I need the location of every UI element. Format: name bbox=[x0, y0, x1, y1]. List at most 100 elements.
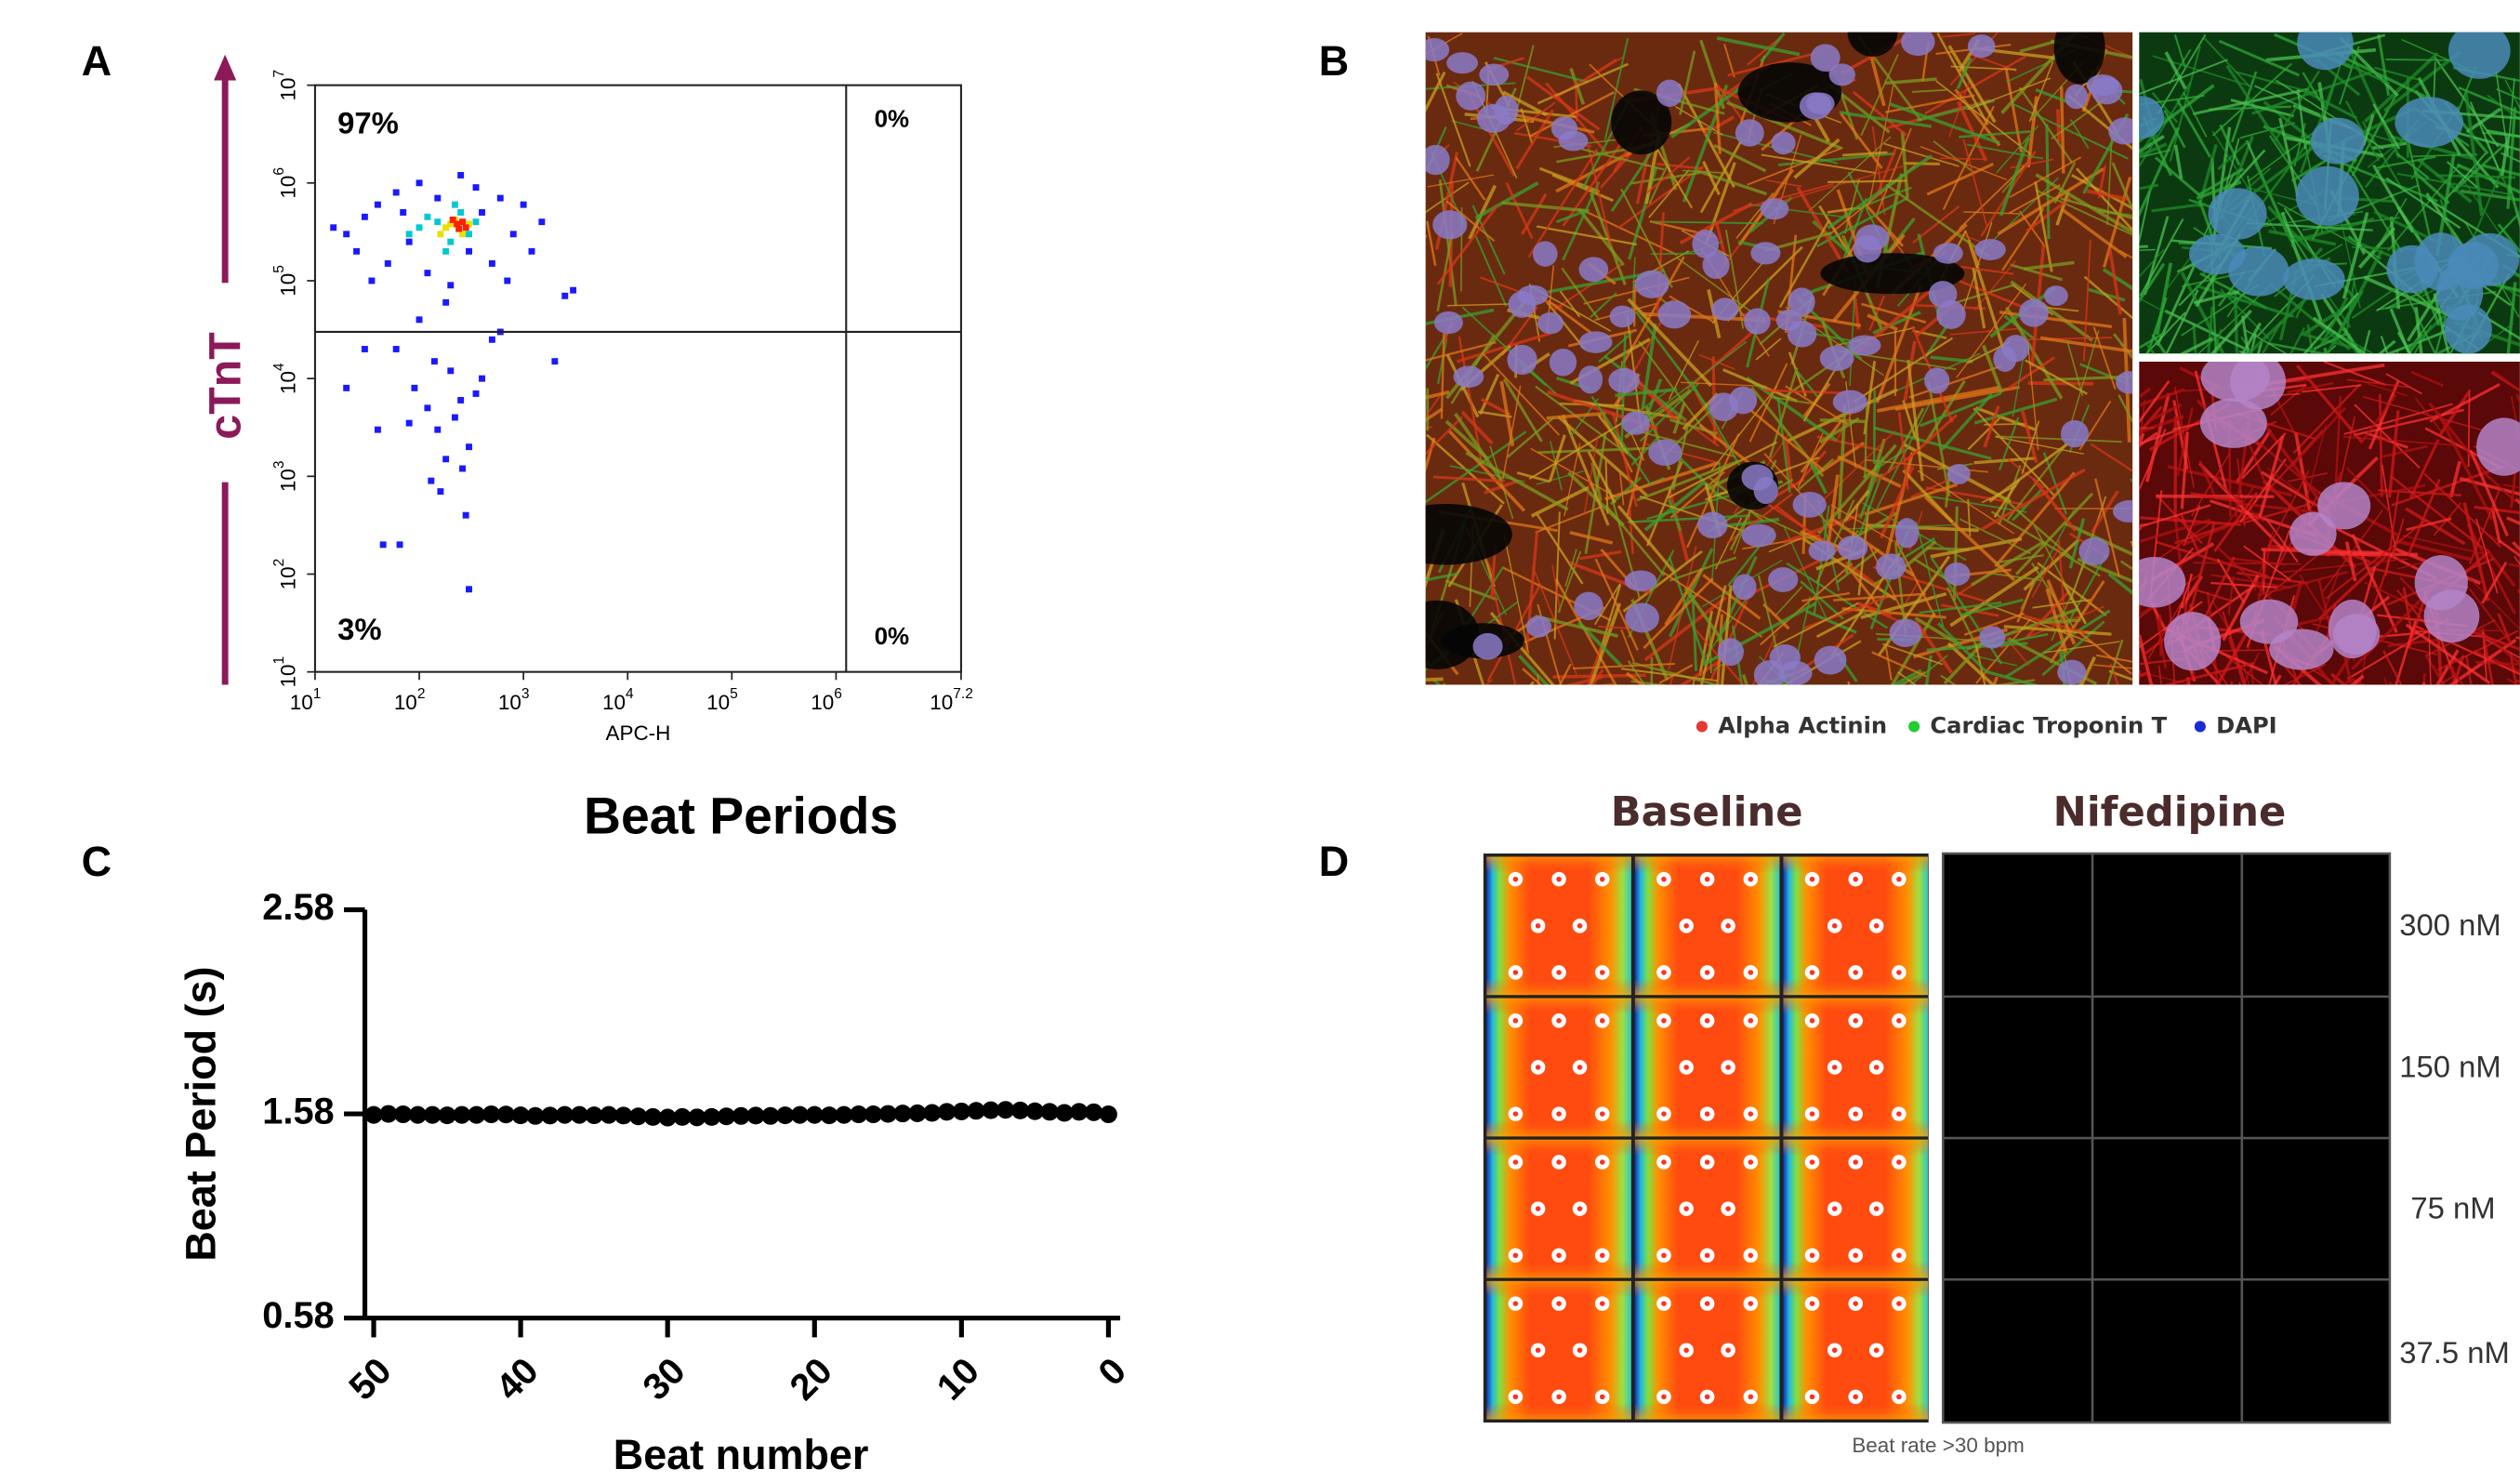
fiber bbox=[1589, 602, 1622, 685]
fiber bbox=[2139, 380, 2170, 425]
fiber bbox=[1710, 386, 1778, 472]
fiber bbox=[2139, 142, 2168, 158]
fiber bbox=[2405, 134, 2431, 237]
data-point bbox=[466, 220, 472, 228]
fiber bbox=[1597, 584, 1622, 656]
fiber bbox=[2322, 509, 2383, 592]
heatmap-cell bbox=[1486, 856, 1631, 996]
fiber bbox=[1768, 537, 1801, 553]
fiber bbox=[2173, 386, 2195, 488]
fiber bbox=[1559, 403, 1625, 407]
heatmap-cell bbox=[1486, 1280, 1631, 1420]
fiber bbox=[1941, 603, 1999, 617]
data-point bbox=[451, 414, 458, 421]
fiber bbox=[2139, 426, 2155, 430]
fiber bbox=[2213, 492, 2259, 552]
fiber bbox=[1748, 363, 1788, 443]
nucleus bbox=[2386, 245, 2438, 294]
fiber bbox=[1775, 586, 1803, 616]
fiber bbox=[1967, 498, 1972, 536]
fiber bbox=[1973, 397, 2058, 425]
fiber bbox=[2197, 462, 2285, 551]
x-tick-label: 40 bbox=[488, 1350, 546, 1408]
nucleus bbox=[1979, 626, 2006, 649]
fiber bbox=[1636, 459, 1740, 502]
fiber bbox=[2182, 511, 2259, 547]
fiber bbox=[2060, 197, 2133, 220]
fiber bbox=[2423, 472, 2501, 549]
fiber bbox=[1425, 322, 1455, 371]
fiber bbox=[2482, 131, 2520, 138]
fiber bbox=[2434, 305, 2450, 354]
fiber bbox=[2385, 373, 2422, 395]
legend-label: DAPI bbox=[2216, 712, 2277, 738]
fiber bbox=[1668, 556, 1707, 664]
fiber bbox=[1722, 368, 1798, 403]
tick-exponent: 7 bbox=[271, 70, 287, 78]
fiber bbox=[2140, 298, 2173, 317]
x-tick-label: 102 bbox=[394, 686, 426, 714]
data-point bbox=[504, 277, 511, 284]
fiber bbox=[1846, 565, 1880, 608]
data-point bbox=[496, 1105, 515, 1124]
data-point bbox=[442, 247, 450, 255]
data-point bbox=[511, 1106, 530, 1125]
data-point bbox=[374, 426, 381, 433]
fiber bbox=[1425, 341, 1497, 362]
fiber bbox=[1686, 433, 1740, 549]
fiber bbox=[1461, 306, 1557, 394]
fiber bbox=[2060, 579, 2087, 625]
data-point bbox=[368, 277, 376, 284]
nucleus bbox=[1814, 645, 1847, 675]
fiber bbox=[1847, 171, 1896, 267]
fiber bbox=[1458, 336, 1483, 461]
fiber bbox=[2211, 62, 2292, 137]
nucleus bbox=[1507, 344, 1537, 376]
fiber bbox=[2139, 388, 2185, 407]
fiber bbox=[2090, 443, 2133, 472]
fiber bbox=[2458, 86, 2520, 114]
fiber bbox=[1650, 252, 1703, 256]
nucleus bbox=[1577, 365, 1603, 394]
data-point bbox=[447, 367, 455, 375]
fiber bbox=[1924, 655, 1933, 685]
fiber bbox=[1947, 45, 1997, 124]
fiber bbox=[2140, 516, 2241, 526]
legend-label: Alpha Actinin bbox=[1718, 712, 1887, 738]
fiber bbox=[1667, 498, 1682, 532]
fiber bbox=[1881, 642, 1944, 666]
data-point bbox=[614, 1106, 633, 1125]
fiber bbox=[2042, 452, 2068, 515]
nucleus bbox=[1425, 38, 1450, 62]
fiber bbox=[1562, 414, 1610, 526]
data-point bbox=[585, 1106, 603, 1125]
fiber bbox=[2475, 518, 2499, 594]
fiber bbox=[1983, 405, 2000, 448]
fiber bbox=[2147, 403, 2183, 423]
data-point bbox=[459, 231, 467, 238]
tick-exponent: 3 bbox=[271, 460, 287, 469]
fiber bbox=[2497, 613, 2513, 644]
fiber bbox=[2413, 170, 2450, 205]
fiber bbox=[2490, 509, 2501, 544]
y-tick-label: 2.58 bbox=[262, 887, 334, 928]
nucleus bbox=[1433, 311, 1463, 335]
fiber bbox=[2392, 518, 2405, 558]
fiber bbox=[2223, 484, 2256, 531]
fiber bbox=[1996, 554, 2045, 564]
fiber bbox=[2288, 381, 2334, 394]
nucleus bbox=[1692, 229, 1720, 258]
data-point bbox=[392, 189, 400, 196]
fiber bbox=[1987, 572, 2043, 582]
fiber bbox=[2267, 430, 2324, 491]
data-point bbox=[447, 282, 455, 289]
nucleus bbox=[2333, 614, 2381, 655]
fiber bbox=[1425, 71, 1446, 113]
data-point bbox=[805, 1105, 824, 1124]
fiber bbox=[1885, 183, 1990, 258]
data-point bbox=[428, 477, 435, 484]
nucleus bbox=[1621, 411, 1650, 435]
fiber bbox=[2216, 558, 2246, 603]
fiber bbox=[2069, 119, 2090, 150]
tick-exponent: 4 bbox=[271, 363, 287, 371]
